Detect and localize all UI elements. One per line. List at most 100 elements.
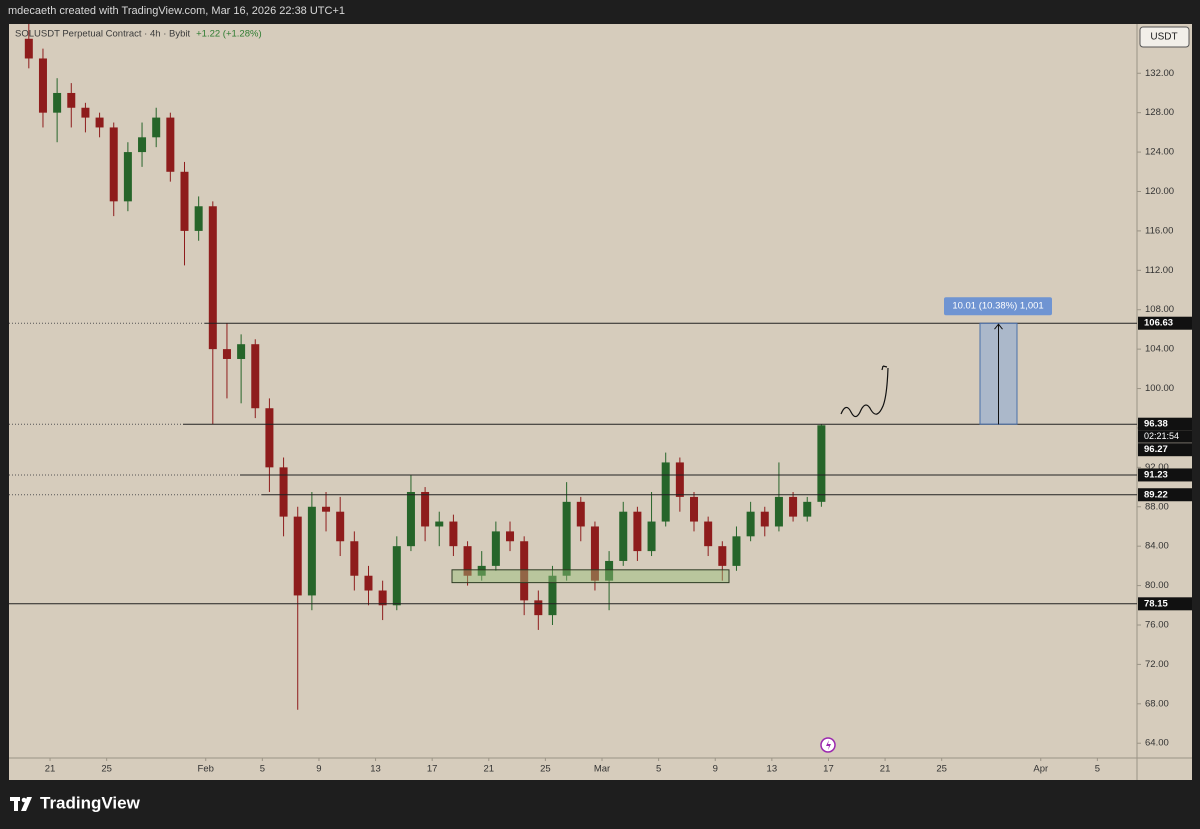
- candle-body: [576, 501, 585, 527]
- candle-body: [350, 541, 359, 576]
- candle-body: [364, 575, 373, 591]
- candle-body: [633, 511, 642, 552]
- x-tick-label: 9: [316, 764, 321, 775]
- countdown: 02:21:54: [1144, 431, 1179, 441]
- candle-body: [38, 58, 47, 113]
- candle-body: [534, 600, 543, 616]
- last-price: 96.27: [1144, 444, 1168, 455]
- candle-body: [406, 491, 415, 547]
- y-tick-label: 64.00: [1145, 738, 1169, 749]
- y-tick-label: 80.00: [1145, 580, 1169, 591]
- candle-body: [336, 511, 345, 542]
- candle-body: [590, 526, 599, 581]
- level-label: 91.23: [1144, 469, 1168, 480]
- candle-body: [222, 349, 231, 359]
- candle-body: [647, 521, 656, 552]
- candle-body: [208, 206, 217, 350]
- measure-label: 10.01 (10.38%) 1,001: [952, 301, 1043, 312]
- y-tick-label: 116.00: [1145, 225, 1173, 236]
- candle-body: [81, 107, 90, 118]
- logo-part: [14, 797, 18, 811]
- candle-body: [24, 38, 33, 59]
- candle-body: [307, 506, 316, 596]
- level-label: 106.63: [1144, 318, 1173, 329]
- currency-box[interactable]: [1139, 26, 1190, 48]
- logo-part: [21, 797, 32, 811]
- y-tick-label: 100.00: [1145, 383, 1174, 394]
- candle-body: [194, 206, 203, 231]
- candle-body: [619, 511, 628, 561]
- candle-body: [123, 152, 132, 202]
- y-tick-label: 124.00: [1145, 147, 1174, 158]
- candle-body: [477, 565, 486, 576]
- event-icon-bolt: [826, 740, 831, 750]
- y-tick-label: 92.00: [1145, 462, 1169, 473]
- candle-body: [520, 541, 529, 601]
- x-tick-label: 25: [936, 764, 947, 775]
- candle-body: [435, 521, 444, 527]
- x-tick-label: 21: [484, 764, 495, 775]
- candle-body: [67, 92, 76, 108]
- symbol-title: SOLUSDT Perpetual Contract · 4h · Bybit: [15, 29, 190, 40]
- currency-label[interactable]: USDT: [1150, 32, 1177, 43]
- candle-body: [293, 516, 302, 596]
- candle-body: [562, 501, 571, 576]
- x-tick-label: 21: [45, 764, 56, 775]
- candle-body: [279, 467, 288, 517]
- candle-body: [251, 344, 260, 409]
- candle-body: [718, 546, 727, 566]
- drawn-arrow-head: [881, 365, 888, 371]
- countdown-box: [1138, 430, 1192, 443]
- x-tick-label: 13: [370, 764, 381, 775]
- last-price-box: [1138, 443, 1192, 457]
- y-tick-label: 72.00: [1145, 659, 1169, 670]
- footer-brand: TradingView: [40, 793, 141, 812]
- level-label: 96.38: [1144, 419, 1168, 430]
- candle-body: [95, 117, 104, 128]
- x-tick-label: 5: [656, 764, 661, 775]
- candle-body: [152, 117, 161, 138]
- candle-body: [817, 425, 826, 502]
- candle-body: [53, 92, 62, 113]
- y-tick-label: 128.00: [1145, 107, 1174, 118]
- candle-body: [690, 496, 699, 522]
- level-label: 78.15: [1144, 598, 1168, 609]
- support-zone: [451, 569, 730, 584]
- x-tick-label: 13: [767, 764, 778, 775]
- footer-logo: [10, 797, 32, 811]
- candle-body: [180, 171, 189, 231]
- candle-body: [704, 521, 713, 547]
- candle-body: [789, 496, 798, 517]
- candle-body: [109, 127, 118, 202]
- measure-arrow-head: [994, 323, 1003, 330]
- candle-body: [449, 521, 458, 547]
- x-tick-label: 17: [427, 764, 438, 775]
- candle-body: [237, 344, 246, 359]
- y-tick-label: 76.00: [1145, 620, 1169, 631]
- level-label-box: [1138, 316, 1192, 330]
- x-tick-label: 21: [880, 764, 891, 775]
- x-tick-label: 5: [1095, 764, 1100, 775]
- y-tick-label: 108.00: [1145, 304, 1174, 315]
- candle-body: [675, 462, 684, 497]
- candle-body: [491, 531, 500, 566]
- level-label-box: [1138, 597, 1192, 611]
- x-tick-label: Apr: [1033, 764, 1048, 775]
- x-tick-label: 17: [823, 764, 834, 775]
- y-tick-label: 84.00: [1145, 541, 1169, 552]
- y-tick-label: 68.00: [1145, 698, 1169, 709]
- x-tick-label: Mar: [594, 764, 610, 775]
- candle-body: [392, 546, 401, 606]
- x-tick-label: Feb: [198, 764, 214, 775]
- candle-body: [605, 560, 614, 581]
- candle-body: [746, 511, 755, 537]
- candle-body: [265, 408, 274, 468]
- y-tick-label: 104.00: [1145, 344, 1174, 355]
- level-label-box: [1138, 417, 1192, 431]
- x-tick-label: 5: [260, 764, 265, 775]
- y-tick-label: 88.00: [1145, 501, 1169, 512]
- candle-body: [166, 117, 175, 172]
